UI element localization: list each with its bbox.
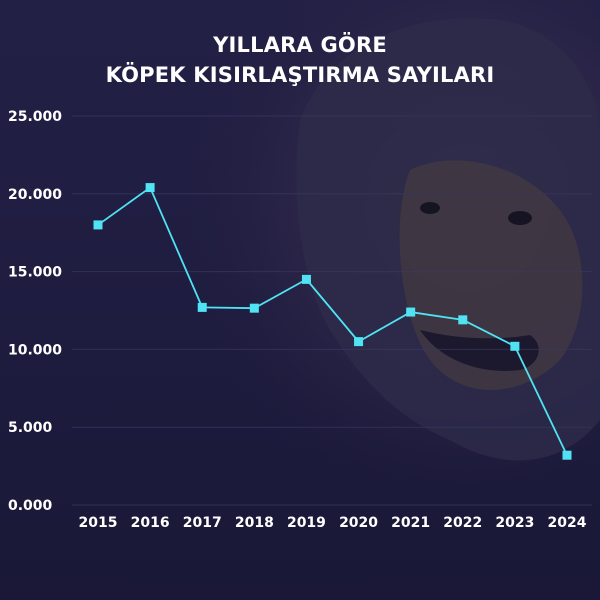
y-tick-label: 5.000 — [8, 420, 53, 436]
data-point-marker — [249, 303, 259, 313]
x-tick-label: 2019 — [287, 515, 326, 531]
data-point-marker — [93, 220, 103, 230]
data-point-marker — [406, 307, 416, 317]
y-tick-label: 0.000 — [8, 498, 53, 514]
y-tick-label: 15.000 — [8, 265, 62, 281]
x-tick-label: 2016 — [131, 515, 170, 531]
data-point-marker — [145, 183, 155, 193]
chart-title: YILLARA GÖRE KÖPEK KISIRLAŞTIRMA SAYILAR… — [0, 30, 600, 90]
x-tick-label: 2015 — [79, 515, 118, 531]
data-point-marker — [301, 274, 311, 284]
x-tick-label: 2020 — [339, 515, 378, 531]
x-tick-label: 2023 — [495, 515, 534, 531]
title-line-1: YILLARA GÖRE — [213, 33, 387, 57]
x-tick-label: 2018 — [235, 515, 274, 531]
data-point-marker — [458, 315, 468, 325]
y-tick-label: 25.000 — [8, 109, 62, 125]
data-point-marker — [510, 341, 520, 351]
x-tick-label: 2017 — [183, 515, 222, 531]
data-point-marker — [354, 337, 364, 347]
data-point-marker — [197, 302, 207, 312]
y-tick-label: 10.000 — [8, 342, 62, 358]
x-tick-label: 2024 — [548, 515, 587, 531]
x-tick-label: 2021 — [391, 515, 430, 531]
series-line — [97, 186, 568, 456]
title-line-2: KÖPEK KISIRLAŞTIRMA SAYILARI — [105, 63, 495, 87]
data-point-marker — [562, 450, 572, 460]
y-tick-label: 20.000 — [8, 187, 62, 203]
x-tick-label: 2022 — [443, 515, 482, 531]
